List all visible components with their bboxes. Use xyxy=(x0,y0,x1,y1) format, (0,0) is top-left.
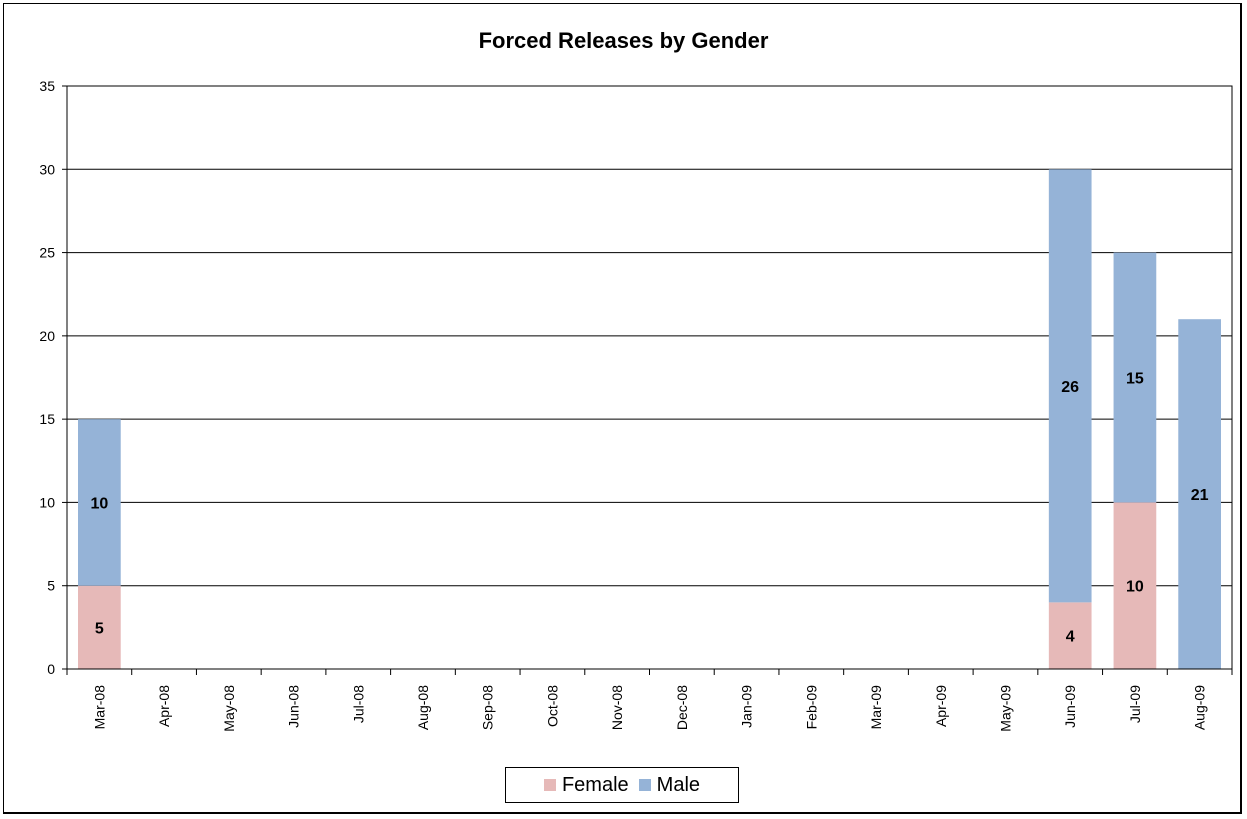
bar-female xyxy=(1048,602,1092,669)
data-label-female: 10 xyxy=(1126,579,1144,596)
legend-item-female: Female xyxy=(543,773,629,797)
legend: Female Male xyxy=(505,767,739,803)
data-label-male: 21 xyxy=(1191,487,1209,504)
y-tick-label: 30 xyxy=(39,161,55,177)
data-label-female: 4 xyxy=(1066,629,1075,646)
data-label-female: 5 xyxy=(95,620,104,637)
x-tick-label: Feb-09 xyxy=(803,685,819,730)
bar-male xyxy=(1113,252,1157,503)
y-tick-label: 5 xyxy=(47,578,55,594)
y-tick-label: 10 xyxy=(39,494,55,510)
legend-label-female: Female xyxy=(561,773,629,796)
chart-title: Forced Releases by Gender xyxy=(478,28,769,53)
x-tick-label: Sep-08 xyxy=(480,685,496,730)
x-tick-label: Dec-08 xyxy=(674,685,690,730)
y-tick-label: 15 xyxy=(39,411,55,427)
legend-item-male: Male xyxy=(638,773,701,797)
x-tick-label: Aug-08 xyxy=(415,685,431,730)
legend-label-male: Male xyxy=(656,773,701,796)
data-label-male: 15 xyxy=(1126,371,1144,388)
bar-male xyxy=(78,419,121,586)
y-tick-label: 35 xyxy=(39,78,55,94)
y-tick-label: 25 xyxy=(39,245,55,261)
x-tick-label: May-08 xyxy=(221,685,237,732)
y-tick-label: 20 xyxy=(39,328,55,344)
chart-frame xyxy=(3,3,1242,814)
x-tick-label: Aug-09 xyxy=(1192,685,1208,730)
x-tick-label: Oct-08 xyxy=(544,685,560,727)
bar-female xyxy=(78,585,121,669)
x-tick-label: Jun-09 xyxy=(1062,685,1078,728)
legend-swatch-male xyxy=(638,779,651,791)
x-tick-label: Apr-08 xyxy=(156,685,172,727)
x-tick-label: Jan-09 xyxy=(739,685,755,728)
bar-female xyxy=(1113,502,1157,669)
x-tick-label: Mar-09 xyxy=(868,685,884,730)
x-tick-label: Apr-09 xyxy=(933,685,949,727)
legend-swatch-female xyxy=(543,779,556,791)
y-tick-label: 0 xyxy=(47,661,55,677)
data-label-male: 26 xyxy=(1061,379,1079,396)
x-tick-label: May-09 xyxy=(997,685,1013,732)
bar-male xyxy=(1178,319,1221,669)
x-tick-label: Jun-08 xyxy=(286,685,302,728)
x-tick-label: Jul-09 xyxy=(1127,685,1143,723)
x-tick-label: Jul-08 xyxy=(350,685,366,723)
x-tick-label: Nov-08 xyxy=(609,685,625,730)
data-label-male: 10 xyxy=(90,495,108,512)
x-tick-label: Mar-08 xyxy=(91,685,107,730)
bar-male xyxy=(1048,169,1092,603)
